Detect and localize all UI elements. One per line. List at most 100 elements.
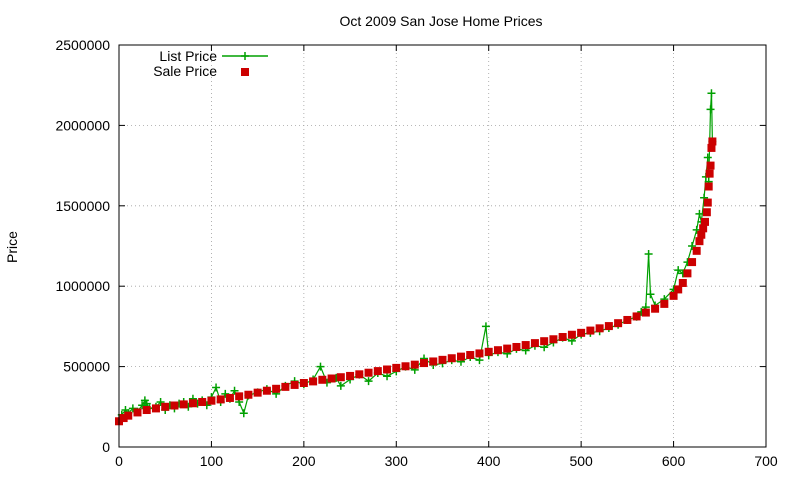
x-tick-label: 100 xyxy=(200,453,224,469)
sale-price-point xyxy=(484,347,493,356)
list-price-point xyxy=(644,250,653,259)
sale-price-point xyxy=(188,399,197,408)
data-series xyxy=(115,89,717,426)
plot-frame xyxy=(118,44,767,448)
sale-price-point xyxy=(700,217,709,226)
sale-price-point xyxy=(699,224,708,233)
list-price-point xyxy=(383,372,392,381)
sale-price-point xyxy=(521,341,530,350)
sale-price-point xyxy=(669,291,678,300)
list-price-point xyxy=(336,381,345,390)
grid-lines xyxy=(119,45,766,447)
x-tick-label: 300 xyxy=(385,453,409,469)
y-axis-label: Price xyxy=(4,231,20,263)
x-tick-label: 600 xyxy=(662,453,686,469)
sale-price-point xyxy=(558,333,567,342)
sale-price-point xyxy=(708,137,717,146)
list-price-point xyxy=(695,209,704,218)
sale-price-point xyxy=(475,349,484,358)
sale-price-point xyxy=(346,371,355,380)
sale-price-point xyxy=(493,346,502,355)
sale-price-point xyxy=(364,368,373,377)
sale-price-point xyxy=(586,326,595,335)
list-price-point xyxy=(688,242,697,250)
sale-price-point xyxy=(678,278,687,287)
legend-label-list-price: List Price xyxy=(159,48,217,64)
y-tick-label: 1000000 xyxy=(55,278,110,294)
sale-price-point xyxy=(512,342,521,351)
sale-price-point xyxy=(651,304,660,313)
sale-price-point xyxy=(119,414,128,423)
sale-price-point xyxy=(133,408,142,417)
sale-price-point xyxy=(567,330,576,339)
sale-price-point xyxy=(170,401,179,410)
sale-price-point xyxy=(604,322,613,331)
sale-price-point xyxy=(355,370,364,379)
sale-price-point xyxy=(151,404,160,413)
sale-price-point xyxy=(466,351,475,360)
legend-symbol-sale-price xyxy=(241,68,249,76)
x-tick-label: 400 xyxy=(477,453,501,469)
sale-price-point xyxy=(623,315,632,324)
sale-price-point xyxy=(704,182,713,191)
list-price-point xyxy=(128,404,137,413)
sale-price-point xyxy=(641,308,650,317)
list-price-point xyxy=(221,389,230,398)
sale-price-point xyxy=(703,198,712,207)
sale-price-point xyxy=(503,344,512,353)
y-tick-labels: 0 500000 1000000 1500000 2000000 2500000 xyxy=(55,37,110,455)
sale-price-point xyxy=(702,208,711,217)
sale-price-point xyxy=(383,365,392,374)
sale-price-point xyxy=(401,362,410,371)
sale-price-point xyxy=(309,377,318,386)
sale-price-point xyxy=(318,375,327,384)
list-price-point xyxy=(706,105,715,114)
list-price-point xyxy=(646,290,655,299)
sale-price-point xyxy=(692,246,701,255)
sale-price-point xyxy=(244,390,253,399)
list-price-point xyxy=(703,153,712,162)
sale-price-point xyxy=(429,357,438,366)
y-tick-label: 500000 xyxy=(63,359,110,375)
legend: List Price Sale Price xyxy=(153,48,268,79)
legend-label-sale-price: Sale Price xyxy=(153,63,217,79)
sale-price-point xyxy=(216,395,225,404)
sale-price-point xyxy=(706,161,715,170)
x-tick-label: 0 xyxy=(115,453,123,469)
x-tick-label: 500 xyxy=(569,453,593,469)
y-tick-label: 0 xyxy=(102,439,110,455)
list-price-point xyxy=(475,356,484,365)
sale-price-point xyxy=(207,396,216,405)
sale-price-point xyxy=(530,339,539,348)
sale-price-point xyxy=(456,352,465,361)
sale-price-point xyxy=(420,359,429,368)
sale-price-point xyxy=(198,397,207,406)
list-price-point xyxy=(707,89,716,98)
legend-symbol-list-price xyxy=(222,52,268,60)
sale-price-point xyxy=(707,143,716,152)
sale-price-point xyxy=(410,360,419,369)
x-tick-labels: 0 100 200 300 400 500 600 700 xyxy=(115,453,778,469)
sale-price-point xyxy=(697,230,706,239)
y-tick-label: 1500000 xyxy=(55,198,110,214)
list-price-point xyxy=(212,383,221,392)
sale-price-point xyxy=(142,406,151,415)
list-price-point xyxy=(364,377,373,386)
chart-title: Oct 2009 San Jose Home Prices xyxy=(339,13,542,29)
sale-price-point xyxy=(683,269,692,278)
sale-price-point xyxy=(660,299,669,308)
sale-price-point xyxy=(595,324,604,333)
x-tick-label: 700 xyxy=(754,453,778,469)
sale-price-point xyxy=(253,388,262,397)
sale-price-point xyxy=(674,285,683,294)
list-price-point xyxy=(674,266,683,275)
sale-price-point xyxy=(336,373,345,382)
list-price-point xyxy=(316,362,325,371)
sale-price-point xyxy=(327,374,336,383)
sale-price-point xyxy=(614,319,623,328)
sale-price-point xyxy=(577,328,586,337)
x-tick-label: 200 xyxy=(292,453,316,469)
sale-price-point xyxy=(705,169,714,178)
list-price-line xyxy=(118,93,713,421)
